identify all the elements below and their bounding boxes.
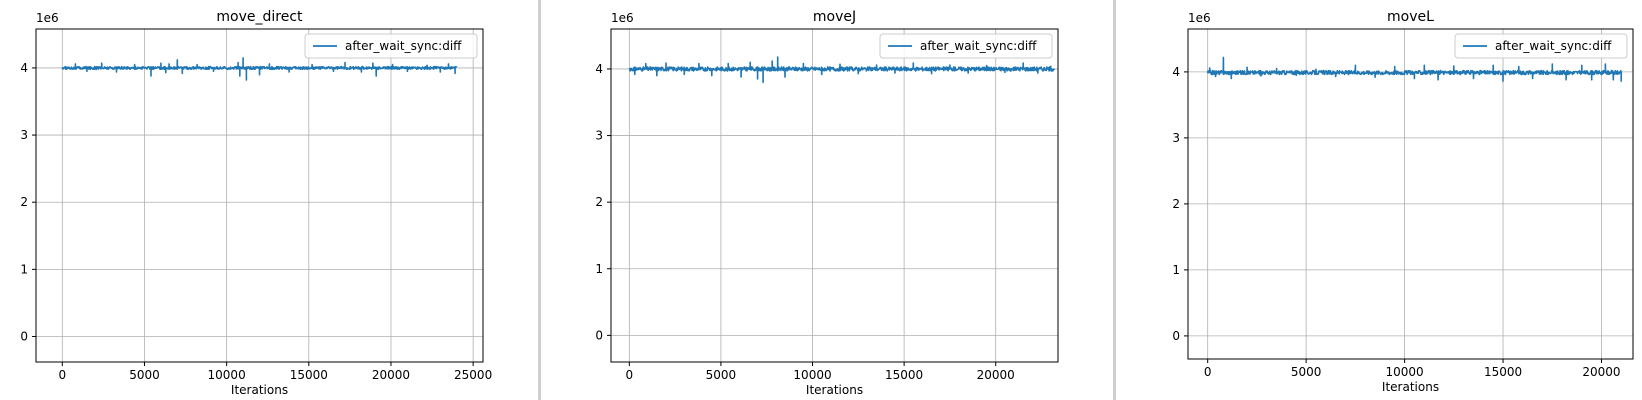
x-tick-label: 0 xyxy=(1204,365,1212,379)
x-axis-label: Iterations xyxy=(231,383,288,397)
chart-title: move_direct xyxy=(216,9,303,25)
y-tick-label: 3 xyxy=(20,128,28,142)
x-tick-label: 20000 xyxy=(1582,365,1620,379)
x-tick-label: 15000 xyxy=(290,368,328,382)
y-tick-label: 2 xyxy=(595,195,603,209)
y-tick-label: 0 xyxy=(20,329,28,343)
chart-title: moveJ xyxy=(813,9,856,25)
y-tick-label: 1 xyxy=(1172,263,1180,277)
x-tick-label: 20000 xyxy=(977,368,1015,382)
x-tick-label: 5000 xyxy=(129,368,160,382)
plot-frame xyxy=(35,28,484,363)
series-line xyxy=(1206,56,1623,82)
legend-label: after_wait_sync:diff xyxy=(345,39,462,53)
x-tick-label: 15000 xyxy=(1484,365,1522,379)
series-line xyxy=(628,56,1056,84)
x-tick-label: 10000 xyxy=(1385,365,1423,379)
y-tick-label: 2 xyxy=(20,195,28,209)
y-tick-label: 1 xyxy=(595,262,603,276)
chart-title: moveL xyxy=(1387,9,1434,25)
legend-label: after_wait_sync:diff xyxy=(1495,39,1612,53)
legend-box xyxy=(879,33,1053,59)
x-tick-label: 0 xyxy=(625,368,633,382)
x-tick-label: 5000 xyxy=(706,368,737,382)
y-scale-label: 1e6 xyxy=(1188,11,1211,25)
y-tick-label: 4 xyxy=(595,62,603,76)
x-tick-label: 10000 xyxy=(793,368,831,382)
x-tick-label: 20000 xyxy=(372,368,410,382)
y-tick-label: 3 xyxy=(1172,131,1180,145)
x-tick-label: 10000 xyxy=(208,368,246,382)
x-tick-label: 25000 xyxy=(454,368,492,382)
y-tick-label: 0 xyxy=(1172,329,1180,343)
legend-label: after_wait_sync:diff xyxy=(920,39,1037,53)
series-line xyxy=(61,57,458,81)
panel-divider xyxy=(538,0,541,400)
y-tick-label: 4 xyxy=(20,61,28,75)
y-tick-label: 2 xyxy=(1172,197,1180,211)
x-axis-label: Iterations xyxy=(806,383,863,397)
panel-divider xyxy=(1113,0,1116,400)
y-tick-label: 3 xyxy=(595,129,603,143)
x-axis-label: Iterations xyxy=(1382,380,1439,394)
y-tick-label: 0 xyxy=(595,328,603,342)
y-tick-label: 1 xyxy=(20,262,28,276)
legend-box xyxy=(1454,33,1628,59)
plot-frame xyxy=(610,28,1059,363)
chart-movel: 0 5000 10000 15000 20000 0 1 2 3 4 1e6 moveL Iterati… xyxy=(1172,9,1634,394)
y-scale-label: 1e6 xyxy=(611,11,634,25)
x-tick-label: 5000 xyxy=(1291,365,1322,379)
x-tick-label: 0 xyxy=(58,368,66,382)
legend-box xyxy=(304,33,478,59)
x-tick-label: 15000 xyxy=(885,368,923,382)
y-tick-label: 4 xyxy=(1172,65,1180,79)
chart-movej: 0 5000 10000 15000 20000 0 1 2 3 4 1e6 moveJ Iterati… xyxy=(595,9,1059,397)
chart-move-direct: 0 5000 10000 15000 20000 25000 0 1 2 3 4 1e6 move_di… xyxy=(20,9,492,397)
plot-frame xyxy=(1187,28,1634,360)
y-scale-label: 1e6 xyxy=(36,11,59,25)
